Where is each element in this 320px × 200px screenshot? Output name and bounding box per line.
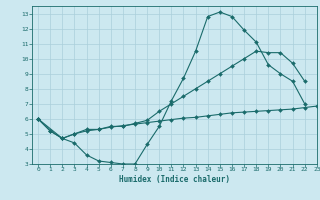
X-axis label: Humidex (Indice chaleur): Humidex (Indice chaleur)	[119, 175, 230, 184]
